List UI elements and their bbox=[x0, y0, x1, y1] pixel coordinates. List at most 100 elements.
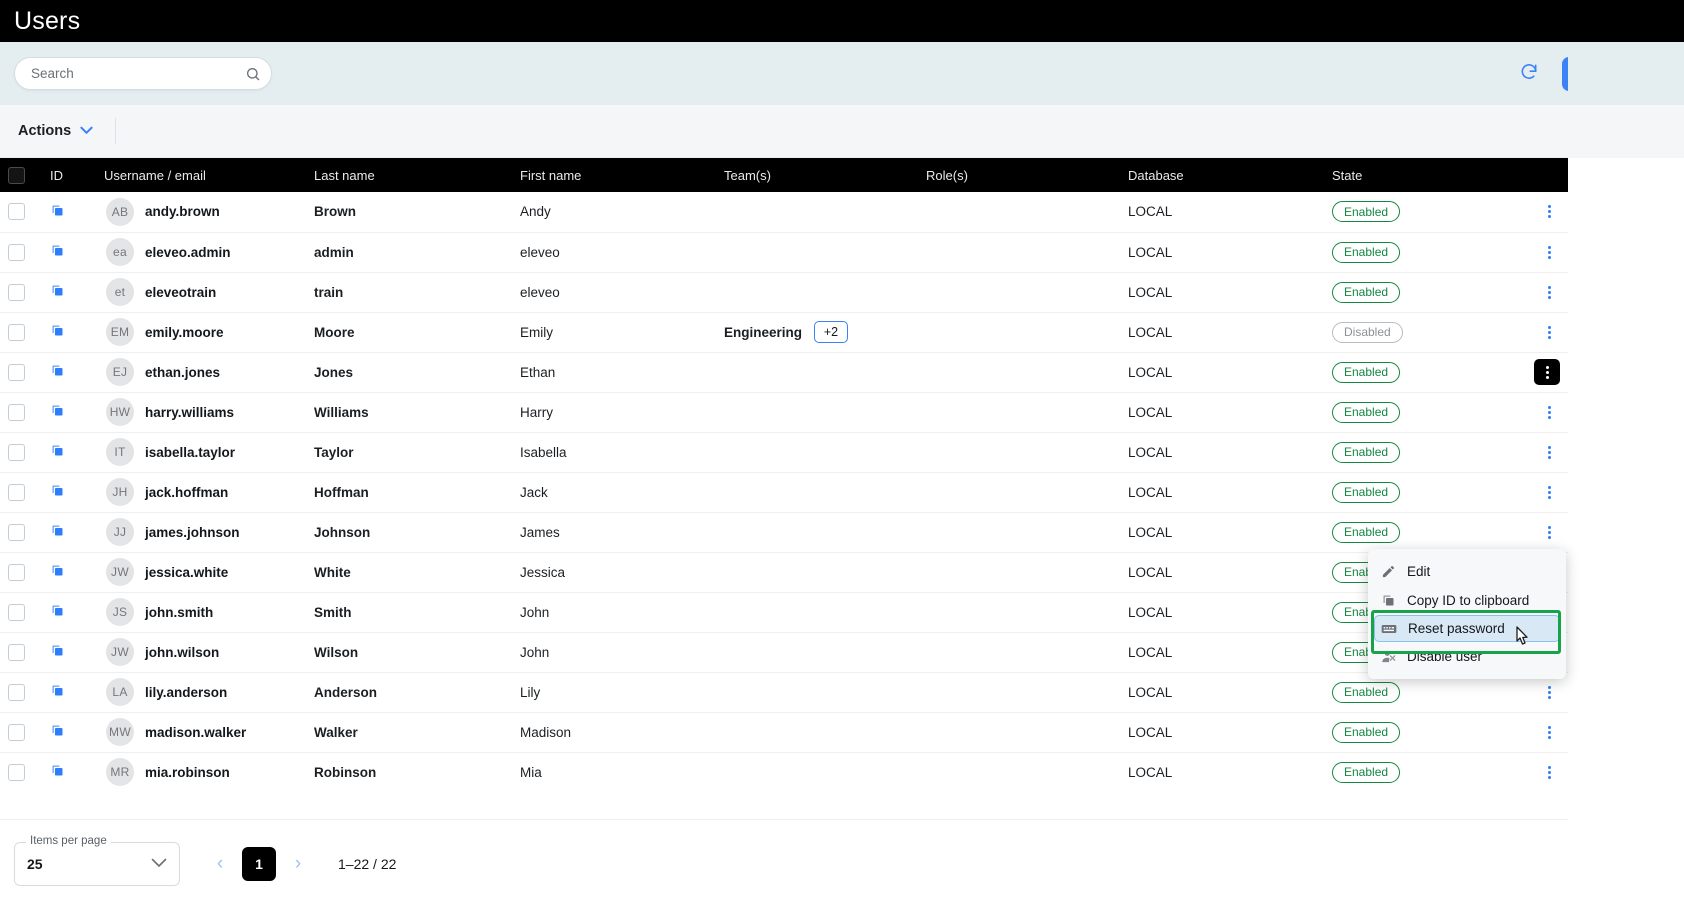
row-menu-button[interactable] bbox=[1538, 441, 1560, 463]
row-menu-button[interactable] bbox=[1538, 721, 1560, 743]
row-username-cell: ea eleveo.admin bbox=[96, 232, 306, 273]
search-input[interactable]: Search bbox=[14, 57, 272, 90]
col-firstname[interactable]: First name bbox=[512, 158, 716, 192]
copy-id-icon[interactable] bbox=[50, 603, 88, 621]
col-state[interactable]: State bbox=[1324, 158, 1524, 192]
col-lastname[interactable]: Last name bbox=[306, 158, 512, 192]
row-select-cell bbox=[0, 632, 42, 673]
row-username-cell: MR mia.robinson bbox=[96, 752, 306, 789]
copy-id-icon[interactable] bbox=[50, 283, 88, 301]
table-row[interactable]: JW jessica.white White Jessica LOCAL Enabled bbox=[0, 552, 1568, 593]
copy-id-icon[interactable] bbox=[50, 243, 88, 261]
select-all-checkbox[interactable] bbox=[8, 166, 25, 184]
copy-id-icon[interactable] bbox=[50, 563, 88, 581]
row-menu-button[interactable] bbox=[1538, 521, 1560, 543]
row-menu-button[interactable] bbox=[1538, 401, 1560, 423]
copy-id-icon[interactable] bbox=[50, 763, 88, 781]
database-text: LOCAL bbox=[1128, 644, 1173, 660]
copy-id-icon[interactable] bbox=[50, 443, 88, 461]
actions-dropdown-button[interactable]: Actions bbox=[18, 123, 115, 139]
avatar: JJ bbox=[106, 518, 134, 546]
row-checkbox[interactable] bbox=[8, 283, 25, 301]
table-row[interactable]: IT isabella.taylor Taylor Isabella LOCAL Enab… bbox=[0, 432, 1568, 473]
table-row[interactable]: JW john.wilson Wilson John LOCAL Enabled bbox=[0, 632, 1568, 673]
items-per-page-select[interactable]: Items per page 25 bbox=[14, 834, 180, 886]
row-checkbox[interactable] bbox=[8, 523, 25, 541]
row-context-menu[interactable]: Edit Copy ID to clipboard Reset password Di… bbox=[1368, 549, 1566, 679]
username-text: lily.anderson bbox=[145, 684, 228, 700]
row-roles-cell bbox=[918, 632, 1120, 673]
row-menu-button[interactable] bbox=[1538, 281, 1560, 303]
copy-id-icon[interactable] bbox=[50, 523, 88, 541]
copy-id-icon[interactable] bbox=[50, 323, 88, 341]
table-row[interactable]: ea eleveo.admin admin eleveo LOCAL Enabled bbox=[0, 232, 1568, 273]
table-row[interactable]: JS john.smith Smith John LOCAL Enabled bbox=[0, 592, 1568, 633]
copy-id-icon[interactable] bbox=[50, 363, 88, 381]
row-checkbox[interactable] bbox=[8, 203, 25, 221]
row-checkbox[interactable] bbox=[8, 363, 25, 381]
avatar: EM bbox=[106, 318, 134, 346]
row-menu-button[interactable] bbox=[1538, 201, 1560, 223]
table-row[interactable]: MW madison.walker Walker Madison LOCAL Enable… bbox=[0, 712, 1568, 753]
row-checkbox[interactable] bbox=[8, 563, 25, 581]
copy-id-icon[interactable] bbox=[50, 723, 88, 741]
actions-label: Actions bbox=[18, 123, 72, 139]
row-checkbox[interactable] bbox=[8, 723, 25, 741]
row-checkbox[interactable] bbox=[8, 763, 25, 781]
copy-id-icon[interactable] bbox=[50, 403, 88, 421]
table-row[interactable]: JJ james.johnson Johnson James LOCAL Enabled bbox=[0, 512, 1568, 553]
lastname-text: train bbox=[314, 284, 344, 300]
database-text: LOCAL bbox=[1128, 684, 1173, 700]
row-select-cell bbox=[0, 592, 42, 633]
col-id[interactable]: ID bbox=[42, 158, 96, 192]
row-roles-cell bbox=[918, 192, 1120, 233]
col-database[interactable]: Database bbox=[1120, 158, 1324, 192]
row-checkbox[interactable] bbox=[8, 403, 25, 421]
table-row[interactable]: AB andy.brown Brown Andy LOCAL Enabled bbox=[0, 192, 1568, 233]
context-menu-item-reset-password[interactable]: Reset password bbox=[1374, 615, 1560, 642]
avatar: LA bbox=[106, 678, 134, 706]
row-checkbox[interactable] bbox=[8, 323, 25, 341]
next-page-button[interactable]: › bbox=[294, 852, 302, 874]
row-checkbox[interactable] bbox=[8, 443, 25, 461]
col-teams[interactable]: Team(s) bbox=[716, 158, 918, 192]
table-header: ID Username / email Last name First name… bbox=[0, 158, 1568, 192]
row-checkbox[interactable] bbox=[8, 643, 25, 661]
row-checkbox[interactable] bbox=[8, 603, 25, 621]
prev-page-button[interactable]: ‹ bbox=[216, 852, 224, 874]
database-text: LOCAL bbox=[1128, 484, 1173, 500]
row-menu-button[interactable] bbox=[1534, 359, 1560, 385]
team-overflow-badge[interactable]: +2 bbox=[814, 321, 849, 343]
table-row[interactable]: EJ ethan.jones Jones Ethan LOCAL Enabled bbox=[0, 352, 1568, 393]
copy-id-icon[interactable] bbox=[50, 483, 88, 501]
row-checkbox[interactable] bbox=[8, 483, 25, 501]
table-row[interactable]: EM emily.moore Moore Emily Engineering +2 LOCA… bbox=[0, 312, 1568, 353]
copy-id-icon[interactable] bbox=[50, 643, 88, 661]
row-checkbox[interactable] bbox=[8, 243, 25, 261]
status-badge: Enabled bbox=[1332, 721, 1401, 743]
row-menu-button[interactable] bbox=[1538, 241, 1560, 263]
row-menu-button[interactable] bbox=[1538, 681, 1560, 703]
refresh-button[interactable] bbox=[1514, 59, 1544, 89]
row-menu-button[interactable] bbox=[1538, 761, 1560, 783]
copy-id-icon[interactable] bbox=[50, 683, 88, 701]
page-number-1[interactable]: 1 bbox=[242, 846, 276, 881]
row-menu-button[interactable] bbox=[1538, 321, 1560, 343]
username-text: isabella.taylor bbox=[145, 444, 236, 460]
table-row[interactable]: HW harry.williams Williams Harry LOCAL Enable… bbox=[0, 392, 1568, 433]
col-roles[interactable]: Role(s) bbox=[918, 158, 1120, 192]
firstname-text: eleveo bbox=[520, 284, 560, 300]
row-username-cell: et eleveotrain bbox=[96, 272, 306, 313]
table-row[interactable]: LA lily.anderson Anderson Lily LOCAL Enabled bbox=[0, 672, 1568, 713]
col-username[interactable]: Username / email bbox=[96, 158, 306, 192]
context-menu-item-edit[interactable]: Edit bbox=[1368, 557, 1566, 586]
row-menu-button[interactable] bbox=[1538, 481, 1560, 503]
table-row[interactable]: et eleveotrain train eleveo LOCAL Enabled bbox=[0, 272, 1568, 313]
table-row[interactable]: MR mia.robinson Robinson Mia LOCAL Enabled bbox=[0, 752, 1568, 789]
table-row[interactable]: JH jack.hoffman Hoffman Jack LOCAL Enabled bbox=[0, 472, 1568, 513]
row-checkbox[interactable] bbox=[8, 683, 25, 701]
context-menu-item-copy-id-to-clipboard[interactable]: Copy ID to clipboard bbox=[1368, 586, 1566, 615]
context-menu-item-disable-user[interactable]: Disable user bbox=[1368, 642, 1566, 671]
row-username-cell: LA lily.anderson bbox=[96, 672, 306, 713]
copy-id-icon[interactable] bbox=[50, 203, 88, 221]
